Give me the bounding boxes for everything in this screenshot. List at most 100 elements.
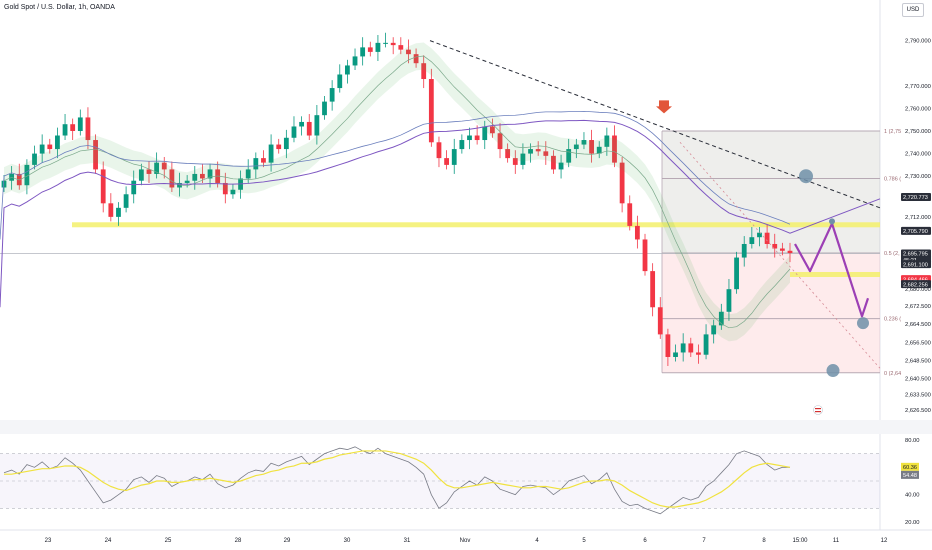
candle-body: [489, 126, 495, 134]
price-badge: [901, 249, 931, 258]
candle-body: [581, 140, 587, 145]
time-tick-label: 24: [105, 538, 112, 544]
target-dot: [829, 218, 835, 225]
candle-body: [329, 88, 335, 102]
candle-body: [428, 79, 434, 143]
candle-body: [138, 169, 144, 181]
candle-body: [688, 343, 694, 353]
candle-body: [192, 173, 198, 181]
candle-body: [779, 248, 785, 251]
candle-body: [482, 126, 488, 141]
price-tick-label: 2,790.000: [905, 39, 931, 45]
time-tick-label: 15:00: [792, 538, 808, 544]
candle-body: [741, 243, 747, 258]
time-tick-label: Nov: [460, 538, 471, 544]
candle-body: [169, 169, 175, 188]
price-badge-label: 2,682.256: [903, 282, 928, 288]
time-tick-label: 6: [643, 538, 647, 544]
candle-body: [100, 169, 106, 204]
candle-body: [245, 169, 251, 179]
candle-body: [207, 169, 213, 179]
price-badge-label: 2,720.773: [903, 195, 928, 201]
candle-body: [291, 126, 297, 138]
candle-body: [726, 289, 732, 312]
candle-body: [535, 149, 541, 152]
candle-body: [520, 153, 526, 165]
rsi-value-badge: [901, 462, 919, 471]
candle-body: [299, 121, 305, 127]
fib-level-label: 0.236 (: [884, 317, 901, 323]
sell-arrow-icon: [656, 100, 672, 114]
price-tick-label: 2,640.500: [905, 376, 931, 382]
candle-body: [459, 140, 465, 150]
candle-body: [436, 142, 442, 159]
candle-body: [398, 45, 404, 50]
candle-body: [161, 162, 167, 170]
target-circle: [857, 317, 869, 330]
candle-body: [665, 334, 671, 357]
rsi-tick-label: 20.00: [905, 520, 920, 526]
candle-body: [413, 54, 419, 64]
candle-body: [566, 149, 572, 163]
volatility-band: [4, 42, 790, 342]
fib-level-label: 0.5 (2,: [884, 251, 900, 257]
candle-body: [634, 225, 640, 240]
candle-body: [337, 74, 343, 89]
candle-body: [131, 180, 137, 195]
fib-level-label: 0.786 (: [884, 176, 901, 182]
currency-button[interactable]: USD: [902, 3, 924, 17]
target-circle: [799, 169, 813, 184]
candle-body: [177, 182, 182, 188]
candle-body: [93, 140, 98, 170]
time-tick-label: 23: [45, 538, 52, 544]
candle-body: [116, 207, 121, 217]
candle-body: [383, 42, 388, 44]
candle-body: [261, 158, 266, 163]
candle-body: [703, 334, 709, 355]
candle-body: [619, 162, 625, 204]
candle-body: [474, 135, 480, 141]
symbol-title: Gold Spot / U.S. Dollar, 1h, OANDA: [4, 4, 115, 11]
support-zone: [72, 222, 880, 228]
candle-body: [314, 115, 320, 136]
candle-body: [749, 237, 755, 244]
candle-body: [283, 137, 289, 150]
candle-body: [322, 101, 327, 116]
price-badge: [901, 260, 931, 269]
candle-body: [306, 121, 312, 136]
time-tick-label: 30: [344, 538, 351, 544]
candle-body: [589, 140, 594, 154]
candle-body: [32, 153, 37, 165]
candle-body: [375, 42, 381, 52]
candle-body: [451, 149, 457, 165]
candle-body: [673, 352, 678, 357]
candle-body: [47, 144, 53, 150]
candle-body: [558, 162, 564, 170]
candle-body: [108, 203, 114, 217]
rsi-value-label: 60.36: [903, 465, 917, 471]
projection-dotted-line: [679, 142, 881, 369]
rsi-tick-label: 80.00: [905, 438, 920, 444]
time-tick-label: 12: [881, 538, 888, 544]
candle-body: [39, 144, 45, 154]
candle-body: [512, 158, 518, 165]
price-tick-label: 2,664.500: [905, 322, 931, 328]
time-tick-label: 11: [833, 538, 840, 544]
candle-body: [24, 164, 30, 186]
price-axis-bg: [880, 0, 932, 550]
rsi-signal-line: [4, 450, 791, 508]
candle-body: [764, 232, 770, 244]
price-tick-label: 2,750.000: [905, 129, 931, 135]
candle-body: [62, 124, 68, 136]
target-circle: [826, 364, 840, 378]
time-tick-label: 8: [762, 538, 766, 544]
candle-body: [680, 343, 686, 353]
candle-body: [146, 169, 152, 174]
candle-body: [543, 151, 549, 156]
candle-body: [184, 180, 190, 183]
candle-body: [70, 124, 76, 131]
candle-body: [253, 158, 259, 170]
candle-body: [421, 63, 427, 80]
price-tick-label: 2,760.000: [905, 106, 931, 112]
